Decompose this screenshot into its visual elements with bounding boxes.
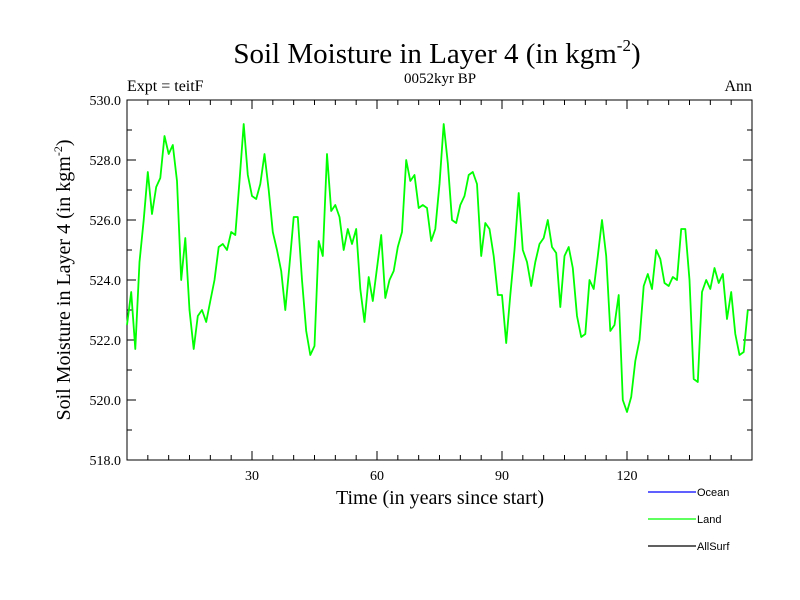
chart-title-superscript: -2 — [617, 36, 631, 55]
y-axis-label-close: ) — [53, 139, 75, 146]
x-tick-label: 60 — [370, 469, 384, 484]
y-axis-label-main: Soil Moisture in Layer 4 (in kgm — [53, 156, 75, 421]
y-axis-label: Soil Moisture in Layer 4 (in kgm-2) — [51, 139, 75, 420]
plot-frame — [126, 99, 753, 461]
x-axis-label: Time (in years since start) — [336, 487, 544, 509]
legend-label-allsurf: AllSurf — [697, 541, 730, 553]
x-tick-label: 30 — [245, 469, 259, 484]
y-tick-label: 518.0 — [90, 454, 122, 469]
y-tick-label: 520.0 — [90, 394, 122, 409]
x-tick-label: 90 — [495, 469, 509, 484]
chart-title-main: Soil Moisture in Layer 4 (in kgm — [233, 38, 617, 70]
legend-label-land: Land — [697, 514, 721, 526]
y-axis-label-superscript: -2 — [51, 146, 65, 156]
legend: Ocean Land AllSurf — [648, 487, 730, 553]
chart-title: Soil Moisture in Layer 4 (in kgm-2) — [233, 36, 640, 70]
legend-label-ocean: Ocean — [697, 487, 729, 499]
x-tick-labels: 30 60 90 120 — [245, 469, 638, 484]
subtitle-season: Ann — [724, 78, 752, 95]
subtitle-experiment: Expt = teitF — [127, 78, 204, 95]
subtitle-period: 0052kyr BP — [404, 71, 476, 87]
axis-ticks — [127, 99, 752, 461]
series-layer — [126, 123, 749, 413]
y-tick-label: 528.0 — [90, 154, 122, 169]
y-tick-label: 522.0 — [90, 334, 122, 349]
y-tick-labels: 518.0 520.0 522.0 524.0 526.0 528.0 530.0 — [90, 94, 122, 469]
series-line-land — [126, 123, 749, 413]
y-tick-label: 524.0 — [90, 274, 122, 289]
chart-title-close: ) — [631, 38, 641, 70]
y-tick-label: 530.0 — [90, 94, 122, 109]
y-tick-label: 526.0 — [90, 214, 122, 229]
x-tick-label: 120 — [617, 469, 638, 484]
